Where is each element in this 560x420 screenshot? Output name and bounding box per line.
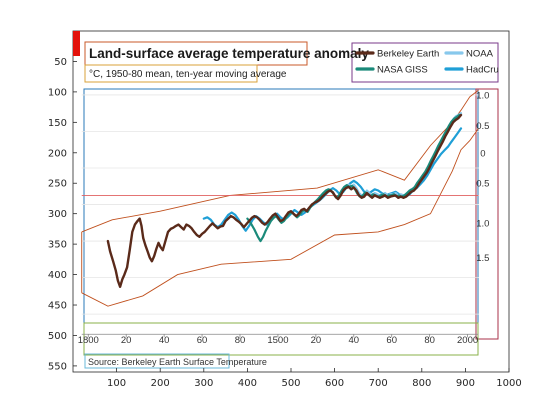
inner-right-label: 0.5 [476,179,489,190]
inner-grid [81,94,479,315]
inner-x-label: 1500 [267,335,288,346]
inner-x-label: 60 [197,335,208,346]
inner-x-label: 2000 [457,335,478,346]
x-tick-label: 100 [107,378,126,389]
inner-x-label: 20 [121,335,132,346]
legend-label: NASA GISS [377,65,428,76]
legend-box [351,42,499,83]
inner-right-label: 1.0 [476,218,489,229]
x-tick-label: 1000 [496,378,521,389]
series-berkeley-earth [106,113,463,288]
inner-x-label: 20 [311,335,322,346]
legend-label: Berkeley Earth [377,49,439,60]
x-tick-label: 600 [325,378,344,389]
inner-x-label: 80 [235,335,246,346]
legend: Berkeley Earth NOAA NASA GISS HadCru [355,49,499,76]
y-tick-label: 400 [48,270,67,281]
x-axis: 100 200 300 400 500 600 700 800 900 1000 [107,368,522,389]
uncertainty-band [81,89,479,307]
band-lower [81,128,479,307]
subtitle-box [84,64,258,83]
y-tick-label: 300 [48,209,67,220]
y-tick-label: 50 [54,57,67,68]
source-note: Source: Berkeley Earth Surface Temperatu… [88,357,267,367]
y-tick-label: 350 [48,240,67,251]
band-upper [81,89,479,233]
inner-right-label: 0 [480,148,485,159]
inner-xaxis-box [83,322,479,356]
inner-x-label: 60 [386,335,397,346]
inner-x-label: 1800 [78,335,99,346]
y-tick-label: 250 [48,179,67,190]
inner-right-label: 0.5 [476,121,489,132]
x-tick-label: 300 [194,378,213,389]
inner-right-labels: 1.0 0.5 0 0.5 1.0 1.5 [476,90,489,264]
y-tick-label: 100 [48,87,67,98]
chart-title: Land-surface average temperature anomaly [89,46,369,61]
chart-subtitle: °C, 1950-80 mean, ten-year moving averag… [89,69,287,80]
x-tick-label: 800 [412,378,431,389]
inner-x-label: 40 [348,335,359,346]
y-tick-label: 500 [48,331,67,342]
inner-x-labels: 1800 20 40 60 80 1500 20 40 60 80 2000 [78,334,478,346]
x-tick-label: 500 [281,378,300,389]
series-lines [106,112,463,288]
right-scale-box [475,88,499,340]
y-tick-label: 150 [48,118,67,129]
legend-label: HadCru [466,65,499,76]
y-axis: 50 100 150 200 250 300 350 400 450 500 550 [48,57,77,372]
inner-x-label: 80 [424,335,435,346]
legend-label: NOAA [466,49,494,60]
accent-marker [73,31,80,56]
inner-right-label: 1.5 [476,253,489,264]
x-tick-label: 400 [238,378,257,389]
inner-right-label: 1.0 [476,90,489,101]
x-tick-label: 700 [369,378,388,389]
x-tick-label: 900 [456,378,475,389]
y-tick-label: 450 [48,301,67,312]
y-tick-label: 550 [48,361,67,372]
y-tick-label: 200 [48,148,67,159]
inner-x-label: 40 [159,335,170,346]
x-tick-label: 200 [151,378,170,389]
source-box [84,353,230,369]
